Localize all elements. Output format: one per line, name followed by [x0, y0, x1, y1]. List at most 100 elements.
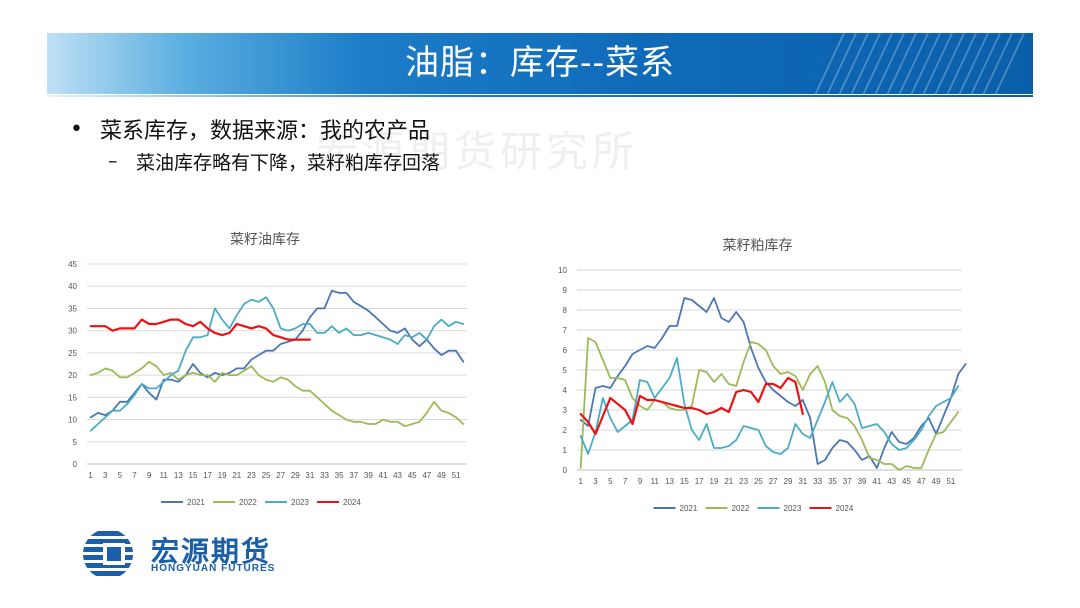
- y-tick-label: 5: [563, 366, 568, 375]
- bullet-main-text: 菜系库存，数据来源：我的农产品: [100, 119, 431, 144]
- watermark: 宏源期货研究所: [316, 127, 639, 176]
- series-line-2023: [89, 296, 465, 432]
- y-tick-label: 8: [563, 306, 568, 315]
- x-tick-label: 47: [422, 471, 431, 480]
- x-tick-label: 43: [393, 471, 402, 480]
- y-tick-label: 7: [563, 326, 568, 335]
- x-tick-label: 21: [232, 471, 241, 480]
- x-tick-label: 49: [437, 471, 446, 480]
- legend-label-2021: 2021: [680, 504, 698, 513]
- x-tick-label: 41: [872, 477, 881, 486]
- y-tick-label: 4: [563, 386, 568, 395]
- x-tick-label: 39: [858, 477, 867, 486]
- bullet-list: • 菜系库存，数据来源：我的农产品 – 菜油库存略有下降，菜籽粕库存回落: [70, 112, 440, 176]
- x-tick-label: 31: [798, 477, 807, 486]
- legend-label-2023: 2023: [291, 498, 309, 507]
- y-tick-label: 6: [563, 346, 568, 355]
- series-line-2022: [89, 360, 465, 428]
- y-tick-label: 3: [563, 406, 568, 415]
- legend-label-2021: 2021: [187, 498, 205, 507]
- x-tick-label: 9: [147, 471, 152, 480]
- x-tick-label: 51: [946, 477, 955, 486]
- y-tick-label: 10: [68, 416, 77, 425]
- x-tick-label: 41: [379, 471, 388, 480]
- x-tick-label: 37: [843, 477, 852, 486]
- legend-label-2022: 2022: [239, 498, 257, 507]
- x-tick-label: 1: [88, 471, 93, 480]
- x-tick-label: 27: [276, 471, 285, 480]
- x-tick-label: 39: [364, 471, 373, 480]
- series-line-2024: [89, 318, 311, 341]
- rapeseed-meal-chart: 菜籽粕库存 0 1 2 3 4 5 6 7 8 9 10 1 3 5 7 9 11 13 15 17 19 21 23 25 27…: [545, 228, 970, 520]
- x-tick-label: 3: [103, 471, 108, 480]
- banner-underline: [47, 95, 1033, 97]
- series-line-2021: [89, 289, 465, 419]
- x-tick-label: 33: [320, 471, 329, 480]
- x-tick-label: 3: [593, 477, 598, 486]
- x-tick-label: 49: [932, 477, 941, 486]
- x-tick-label: 43: [887, 477, 896, 486]
- x-tick-label: 23: [739, 477, 748, 486]
- x-tick-label: 9: [638, 477, 643, 486]
- bullet-dot-icon: •: [70, 116, 83, 142]
- x-tick-label: 31: [305, 471, 314, 480]
- x-tick-label: 13: [665, 477, 674, 486]
- legend-label-2023: 2023: [784, 504, 802, 513]
- x-tick-label: 45: [408, 471, 417, 480]
- x-tick-label: 19: [218, 471, 227, 480]
- x-tick-label: 45: [902, 477, 911, 486]
- y-tick-label: 2: [563, 426, 568, 435]
- x-tick-label: 5: [118, 471, 123, 480]
- bullet-sub-text: 菜油库存略有下降，菜籽粕库存回落: [136, 151, 441, 174]
- legend-label-2022: 2022: [732, 504, 750, 513]
- legend-label-2024: 2024: [836, 504, 854, 513]
- x-tick-label: 11: [651, 477, 660, 486]
- title-banner: 油脂：库存--菜系: [47, 33, 1033, 94]
- y-tick-label: 40: [68, 282, 77, 291]
- bullet-dash-icon: –: [108, 150, 118, 172]
- x-tick-label: 35: [335, 471, 344, 480]
- y-tick-label: 0: [73, 460, 78, 469]
- y-tick-label: 20: [68, 371, 77, 380]
- y-tick-label: 35: [68, 304, 77, 313]
- x-tick-label: 23: [247, 471, 256, 480]
- x-tick-label: 37: [349, 471, 358, 480]
- y-tick-label: 15: [68, 393, 77, 402]
- y-tick-label: 30: [68, 327, 77, 336]
- y-tick-label: 25: [68, 349, 77, 358]
- series-line-2021: [579, 297, 967, 469]
- y-tick-label: 45: [68, 260, 77, 269]
- x-tick-label: 7: [132, 471, 137, 480]
- y-tick-label: 0: [563, 466, 568, 475]
- x-tick-label: 15: [189, 471, 198, 480]
- x-tick-label: 5: [608, 477, 613, 486]
- x-tick-label: 21: [724, 477, 733, 486]
- company-logo: 宏源期货 HONGYUAN FUTURES: [73, 528, 313, 580]
- series-line-2024: [579, 376, 804, 436]
- series-line-2023: [579, 357, 960, 455]
- logo-emblem-icon: [83, 529, 133, 579]
- y-tick-label: 10: [558, 266, 567, 275]
- x-tick-label: 47: [917, 477, 926, 486]
- x-tick-label: 17: [203, 471, 212, 480]
- y-tick-label: 1: [563, 446, 568, 455]
- chart-title: 菜籽油库存: [230, 232, 300, 248]
- x-tick-label: 33: [813, 477, 822, 486]
- page-title: 油脂：库存--菜系: [405, 43, 675, 83]
- x-tick-label: 25: [754, 477, 763, 486]
- x-tick-label: 35: [828, 477, 837, 486]
- chart-title: 菜籽粕库存: [723, 238, 793, 254]
- logo-name-en: HONGYUAN FUTURES: [151, 563, 276, 574]
- x-tick-label: 1: [578, 477, 583, 486]
- series-line-2022: [579, 337, 960, 471]
- logo-name-cn: 宏源期货: [151, 535, 272, 568]
- legend-label-2024: 2024: [343, 498, 361, 507]
- x-tick-label: 27: [769, 477, 778, 486]
- rapeseed-oil-chart: 菜籽油库存 0 5 10 15 20 25 30 35 40 45 1 3 5 7 9 11 13 15 17 19 21…: [55, 222, 475, 514]
- x-tick-label: 13: [174, 471, 183, 480]
- bullet-sub: – 菜油库存略有下降，菜籽粕库存回落: [108, 146, 440, 176]
- x-tick-label: 25: [262, 471, 271, 480]
- x-tick-label: 19: [710, 477, 719, 486]
